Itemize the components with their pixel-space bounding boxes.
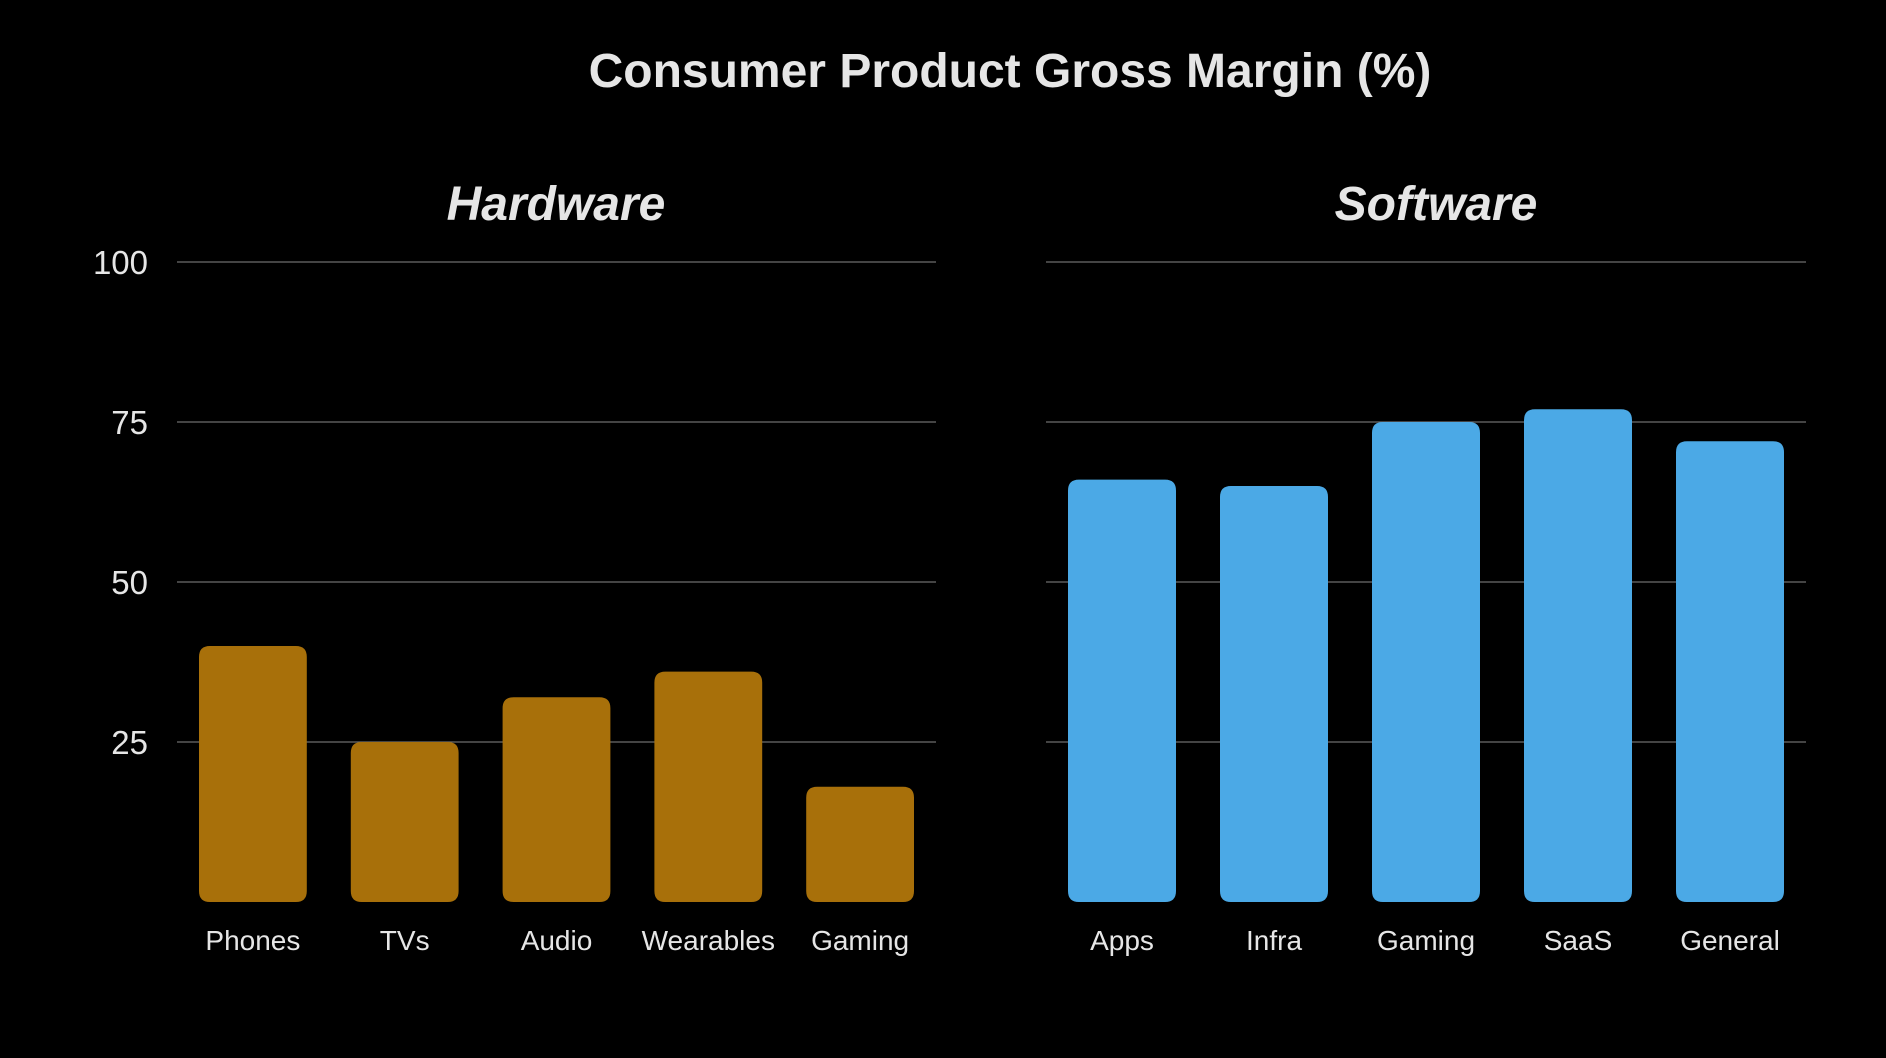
hardware-panel: Hardware 25 50 75 100 Phones TVs Audio Wearables… <box>93 178 936 956</box>
software-bar-saas <box>1524 409 1632 902</box>
hardware-category-label-gaming: Gaming <box>811 925 909 956</box>
hardware-title: Hardware <box>447 178 666 231</box>
software-category-label-general: General <box>1680 925 1780 956</box>
hardware-bar-wearables <box>654 671 763 902</box>
hardware-bar-gaming <box>806 786 914 902</box>
software-category-label-apps: Apps <box>1090 925 1154 956</box>
hardware-category-label-tvs: TVs <box>380 925 430 956</box>
software-bar-apps <box>1068 479 1176 902</box>
software-bar-infra <box>1220 486 1328 902</box>
chart-panels: Hardware 25 50 75 100 Phones TVs Audio Wearables… <box>93 178 1806 956</box>
hardware-category-label-phones: Phones <box>205 925 300 956</box>
y-tick-label-50: 50 <box>111 564 148 601</box>
software-category-label-gaming: Gaming <box>1377 925 1475 956</box>
hardware-category-label-wearables: Wearables <box>642 925 775 956</box>
hardware-bar-tvs <box>350 742 459 902</box>
y-tick-label-75: 75 <box>111 404 148 441</box>
hardware-bar-audio <box>502 697 611 902</box>
chart-title: Consumer Product Gross Margin (%) <box>589 45 1432 98</box>
hardware-bar-phones <box>199 646 307 902</box>
software-panel: Software Apps Infra Gaming SaaS General <box>1046 178 1806 956</box>
hardware-category-label-audio: Audio <box>521 925 593 956</box>
y-tick-label-100: 100 <box>93 244 148 281</box>
software-bar-general <box>1676 441 1784 902</box>
software-category-label-saas: SaaS <box>1544 925 1613 956</box>
software-category-label-infra: Infra <box>1246 925 1302 956</box>
software-title: Software <box>1335 178 1538 231</box>
y-tick-label-25: 25 <box>111 724 148 761</box>
software-bar-gaming <box>1372 422 1480 902</box>
